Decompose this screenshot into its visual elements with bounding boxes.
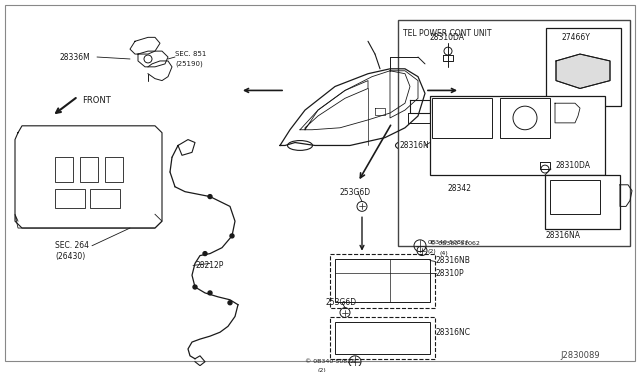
Circle shape [230,234,234,238]
Bar [335,323,430,354]
Text: 253G6D: 253G6D [325,298,356,307]
Polygon shape [556,54,610,89]
Text: SEC. 851: SEC. 851 [175,51,206,57]
Bar [55,189,85,208]
Circle shape [208,195,212,199]
Bar [398,20,630,246]
Text: 28316NA: 28316NA [545,231,580,240]
Text: 28212P: 28212P [195,261,223,270]
Text: 0B340-5082A: 0B340-5082A [428,240,470,245]
Bar [546,28,621,106]
Circle shape [208,291,212,295]
Text: 28310P: 28310P [435,269,463,278]
Text: (2): (2) [318,368,327,372]
Text: © 0B360-51062: © 0B360-51062 [430,241,480,246]
Text: 28316N: 28316N [400,141,429,150]
Bar [90,189,120,208]
Text: TEL POWER CONT UNIT: TEL POWER CONT UNIT [403,29,492,38]
Bar [432,98,492,138]
Bar [550,180,600,214]
Text: (25190): (25190) [175,61,203,67]
Text: (4): (4) [440,251,449,256]
Text: (2): (2) [428,249,436,254]
Text: 28310DA: 28310DA [430,33,465,42]
Text: 28316NB: 28316NB [435,256,470,265]
Text: 28316NC: 28316NC [435,328,470,337]
Bar [335,259,430,302]
Bar [500,98,550,138]
Text: FRONT: FRONT [82,96,111,105]
Text: 253G6D: 253G6D [340,188,371,197]
Circle shape [193,285,197,289]
Bar [105,157,123,182]
Text: 28342: 28342 [448,184,472,193]
Text: 28336M: 28336M [60,52,91,61]
Bar [55,157,73,182]
Circle shape [228,301,232,305]
Text: SEC. 264: SEC. 264 [55,241,89,250]
Bar [330,254,435,308]
Text: J2830089: J2830089 [560,351,600,360]
Circle shape [203,251,207,256]
Bar [545,175,620,229]
Text: © 0B340-5082A: © 0B340-5082A [305,359,355,364]
Text: 28310DA: 28310DA [555,161,590,170]
Bar [80,157,98,182]
Text: 27466Y: 27466Y [562,33,591,42]
Text: (26430): (26430) [55,252,85,261]
Bar [330,317,435,359]
Bar [430,96,605,175]
